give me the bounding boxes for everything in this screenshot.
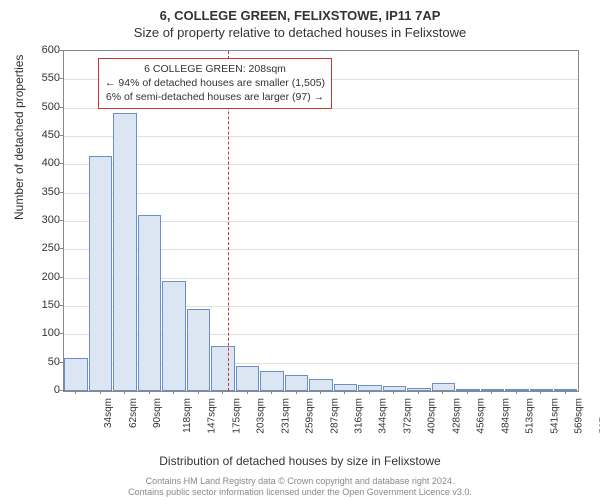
x-tick-label: 400sqm — [427, 398, 438, 434]
x-tick-mark — [516, 390, 517, 394]
footer-line-2: Contains public sector information licen… — [0, 487, 600, 498]
footer-attribution: Contains HM Land Registry data © Crown c… — [0, 476, 600, 499]
x-tick-mark — [442, 390, 443, 394]
x-axis-label: Distribution of detached houses by size … — [0, 454, 600, 468]
x-tick-label: 456sqm — [476, 398, 487, 434]
x-tick-label: 287sqm — [329, 398, 340, 434]
x-tick-label: 175sqm — [231, 398, 242, 434]
annotation-line: 6 COLLEGE GREEN: 208sqm — [105, 62, 325, 76]
y-tick-label: 0 — [30, 384, 60, 396]
footer-line-1: Contains HM Land Registry data © Crown c… — [0, 476, 600, 487]
histogram-bar — [211, 346, 234, 391]
y-tick-label: 600 — [30, 44, 60, 56]
y-tick-mark — [59, 333, 63, 334]
x-tick-label: 344sqm — [378, 398, 389, 434]
x-tick-mark — [565, 390, 566, 394]
y-tick-mark — [59, 78, 63, 79]
x-tick-mark — [149, 390, 150, 394]
x-tick-mark — [75, 390, 76, 394]
gridline — [64, 136, 578, 137]
y-tick-label: 150 — [30, 299, 60, 311]
histogram-bar — [285, 375, 308, 391]
x-tick-mark — [247, 390, 248, 394]
x-tick-mark — [467, 390, 468, 394]
y-tick-mark — [59, 220, 63, 221]
y-tick-mark — [59, 277, 63, 278]
histogram-bar — [236, 366, 259, 392]
x-tick-mark — [173, 390, 174, 394]
y-tick-label: 500 — [30, 101, 60, 113]
histogram-bar — [358, 385, 381, 391]
x-tick-label: 118sqm — [182, 398, 193, 433]
x-tick-mark — [271, 390, 272, 394]
histogram-bar — [162, 281, 185, 392]
histogram-bar — [138, 215, 161, 391]
chart-title-main: 6, COLLEGE GREEN, FELIXSTOWE, IP11 7AP — [0, 0, 600, 23]
y-tick-label: 300 — [30, 214, 60, 226]
x-tick-mark — [418, 390, 419, 394]
x-tick-mark — [124, 390, 125, 394]
y-tick-mark — [59, 248, 63, 249]
y-tick-mark — [59, 192, 63, 193]
x-tick-mark — [198, 390, 199, 394]
x-tick-mark — [540, 390, 541, 394]
annotation-box: 6 COLLEGE GREEN: 208sqm← 94% of detached… — [98, 58, 332, 109]
gridline — [64, 164, 578, 165]
y-tick-label: 100 — [30, 327, 60, 339]
y-tick-mark — [59, 163, 63, 164]
x-tick-mark — [296, 390, 297, 394]
y-tick-mark — [59, 362, 63, 363]
chart-container: 6, COLLEGE GREEN, FELIXSTOWE, IP11 7AP S… — [0, 0, 600, 500]
y-tick-label: 250 — [30, 242, 60, 254]
y-tick-mark — [59, 305, 63, 306]
annotation-line: 6% of semi-detached houses are larger (9… — [105, 90, 325, 104]
y-tick-label: 50 — [30, 356, 60, 368]
x-tick-mark — [100, 390, 101, 394]
histogram-bar — [89, 156, 112, 391]
histogram-bar — [113, 113, 136, 391]
x-tick-mark — [320, 390, 321, 394]
x-tick-mark — [393, 390, 394, 394]
histogram-bar — [187, 309, 210, 391]
y-axis-label: Number of detached properties — [12, 55, 26, 220]
x-tick-mark — [222, 390, 223, 394]
x-tick-mark — [344, 390, 345, 394]
y-tick-label: 350 — [30, 186, 60, 198]
x-tick-mark — [369, 390, 370, 394]
y-tick-label: 400 — [30, 157, 60, 169]
chart-title-sub: Size of property relative to detached ho… — [0, 23, 600, 40]
x-tick-label: 316sqm — [354, 398, 365, 434]
x-tick-label: 569sqm — [574, 398, 585, 434]
x-tick-label: 484sqm — [500, 398, 511, 434]
y-tick-mark — [59, 135, 63, 136]
annotation-line: ← 94% of detached houses are smaller (1,… — [105, 76, 325, 90]
x-tick-label: 541sqm — [549, 398, 560, 434]
histogram-bar — [260, 371, 283, 391]
y-tick-mark — [59, 107, 63, 108]
x-tick-mark — [491, 390, 492, 394]
histogram-bar — [64, 358, 87, 391]
gridline — [64, 193, 578, 194]
y-tick-label: 550 — [30, 72, 60, 84]
plot-area: 6 COLLEGE GREEN: 208sqm← 94% of detached… — [63, 50, 579, 392]
x-tick-label: 90sqm — [152, 398, 163, 428]
x-tick-label: 259sqm — [305, 398, 316, 434]
y-tick-label: 450 — [30, 129, 60, 141]
y-tick-mark — [59, 50, 63, 51]
x-tick-label: 372sqm — [403, 398, 414, 434]
x-tick-label: 34sqm — [103, 398, 114, 428]
x-tick-label: 513sqm — [525, 398, 536, 434]
y-tick-label: 200 — [30, 271, 60, 283]
x-tick-label: 428sqm — [451, 398, 462, 434]
x-tick-label: 231sqm — [280, 398, 291, 434]
x-tick-label: 62sqm — [128, 398, 139, 428]
y-tick-mark — [59, 390, 63, 391]
x-tick-label: 147sqm — [207, 398, 218, 434]
x-tick-label: 203sqm — [256, 398, 267, 434]
